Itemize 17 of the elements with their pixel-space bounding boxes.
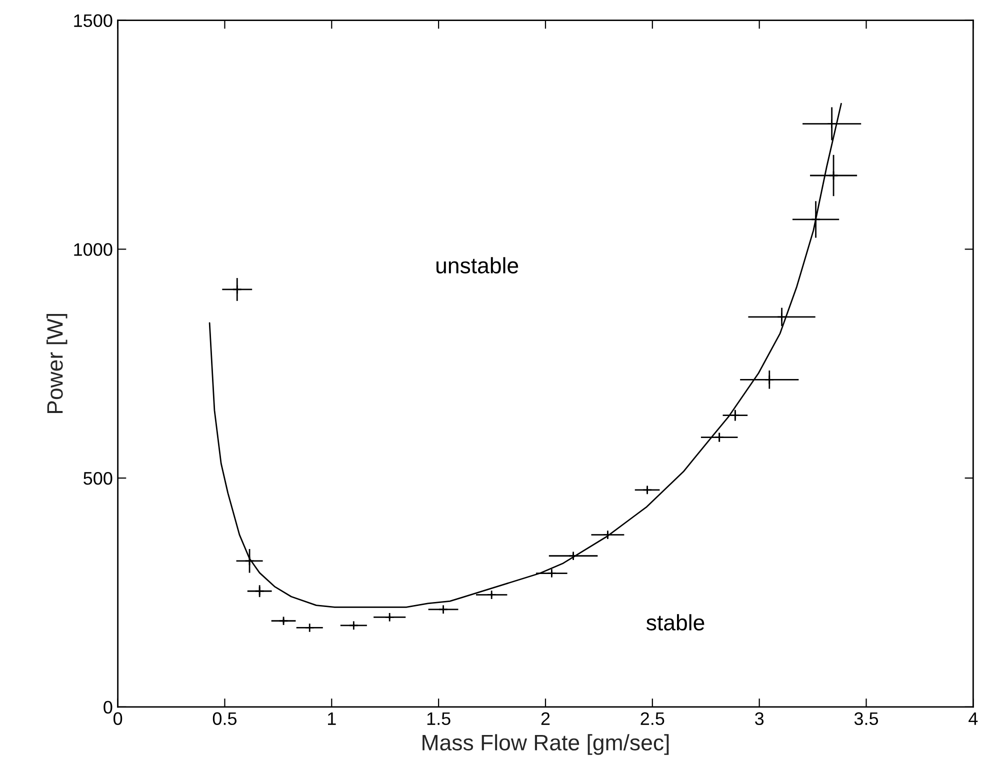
x-tick-label: 0.5 bbox=[212, 712, 237, 726]
x-tick-label: 4 bbox=[968, 712, 978, 725]
x-tick-label: 0 bbox=[113, 712, 122, 726]
annotation: stable bbox=[646, 614, 704, 630]
y-tick-label: 0 bbox=[104, 700, 112, 714]
x-axis-title: Mass Flow Rate [gm/sec] bbox=[422, 734, 669, 755]
y-tick-label: 500 bbox=[84, 472, 112, 485]
y-axis-title: Power [W] bbox=[46, 314, 68, 414]
x-tick-label: 1.5 bbox=[427, 712, 450, 726]
annotation: unstable bbox=[436, 257, 518, 274]
x-tick-label: 3 bbox=[755, 712, 764, 726]
y-tick-label: 1500 bbox=[74, 14, 112, 28]
x-tick-label: 3.5 bbox=[854, 712, 878, 726]
x-tick-label: 2 bbox=[541, 712, 550, 725]
x-tick-label: 1 bbox=[328, 712, 336, 725]
y-tick-label: 1000 bbox=[74, 243, 112, 256]
x-tick-label: 2.5 bbox=[640, 712, 664, 726]
